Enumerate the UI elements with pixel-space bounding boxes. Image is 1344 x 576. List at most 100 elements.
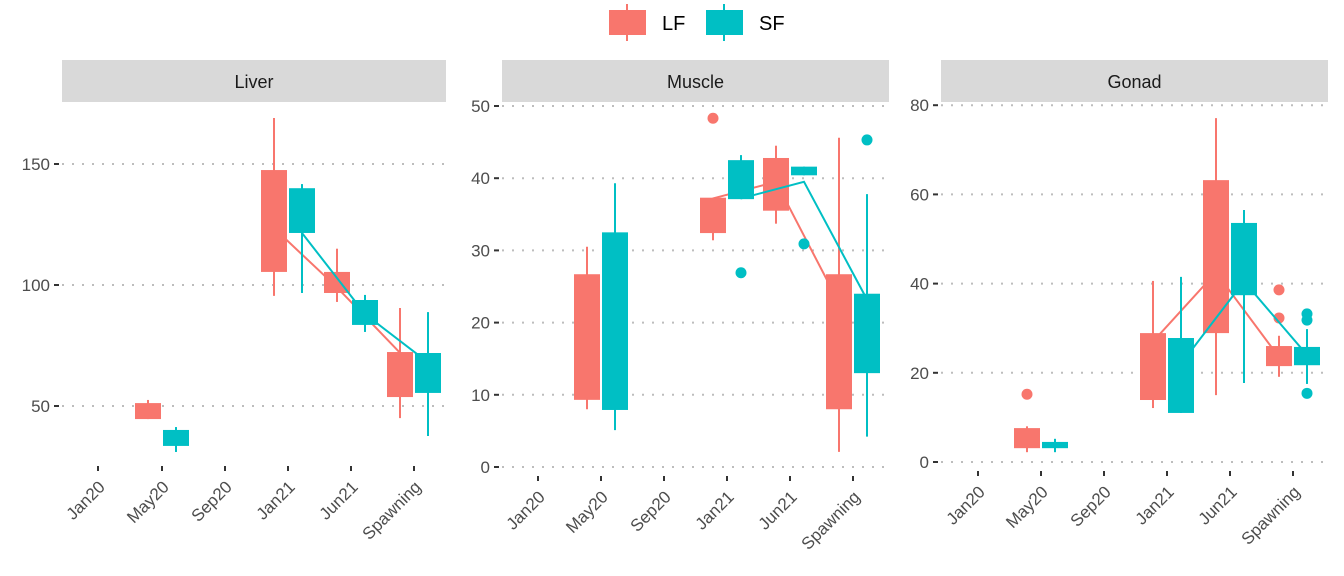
outlier-point: [1273, 312, 1285, 324]
box-jun21: [324, 248, 350, 302]
series-sf: [1042, 210, 1320, 453]
facet-strip: [941, 60, 1328, 102]
x-tick-label: Jun21: [1195, 482, 1241, 528]
box-body: [574, 274, 600, 400]
y-tick-label: 50: [471, 97, 490, 116]
x-tick-label: Spawning: [798, 487, 864, 553]
box-body: [854, 293, 880, 374]
y-tick-label: 40: [910, 275, 929, 294]
box-spawning: [1294, 308, 1320, 399]
y-tick-label: 60: [910, 185, 929, 204]
box-may20: [574, 246, 600, 410]
y-tick-label: 50: [31, 397, 50, 416]
box-body: [728, 160, 754, 200]
x-tick-label: Jan20: [63, 477, 109, 523]
box-body: [352, 300, 378, 325]
box-body: [415, 353, 441, 393]
x-tick-label: Jan21: [692, 487, 738, 533]
box-spawning: [826, 137, 852, 452]
legend-key-box: [609, 10, 646, 35]
outlier-point: [707, 112, 719, 124]
x-tick-label: Jun21: [755, 487, 801, 533]
box-jan21: [289, 184, 315, 293]
box-body: [602, 232, 628, 410]
x-tick-label: Jun21: [316, 477, 362, 523]
outlier-point: [735, 267, 747, 279]
facet-strip-label: Gonad: [1107, 72, 1161, 92]
facet-strip: [502, 60, 889, 102]
series-sf: [163, 184, 441, 452]
box-may20: [163, 427, 189, 452]
outlier-point: [1021, 388, 1033, 400]
series-lf: [574, 112, 852, 452]
box-body: [289, 188, 315, 233]
x-tick-label: Sep20: [188, 477, 236, 525]
y-tick-label: 150: [22, 155, 50, 174]
box-body: [1266, 346, 1292, 367]
box-body: [763, 157, 789, 211]
box-body: [1294, 346, 1320, 366]
y-tick-label: 20: [471, 314, 490, 333]
outlier-point: [1273, 284, 1285, 296]
legend-key-box: [706, 10, 743, 35]
box-jun21: [1231, 210, 1257, 384]
x-tick-label: May20: [562, 487, 612, 537]
box-spawning: [854, 134, 880, 437]
x-tick-label: May20: [123, 477, 173, 527]
box-jun21: [763, 145, 789, 224]
panel-liver: Liver 50 100 150 Jan20 May20 Sep20 Jan21 Jun21Sp…: [22, 60, 446, 544]
y-tick-label: 20: [910, 364, 929, 383]
outlier-point: [1301, 387, 1313, 399]
panel-muscle: Muscle 0 10 20 30 40 50 Jan20 May20 Sep20 Jan21 Jun…: [471, 60, 889, 554]
x-tick-label: Jan21: [253, 477, 299, 523]
box-spawning: [415, 312, 441, 437]
y-tick-label: 0: [920, 453, 929, 472]
box-jan21: [1168, 276, 1194, 413]
outlier-point: [861, 134, 873, 146]
y-tick-label: 80: [910, 96, 929, 115]
x-tick-label: Spawning: [1238, 482, 1304, 548]
box-body: [163, 429, 189, 446]
series-lf: [135, 118, 413, 420]
facet-strip: [62, 60, 446, 102]
trend-line: [740, 180, 868, 300]
x-tick-label: Spawning: [359, 477, 425, 543]
x-tick-label: Jan20: [943, 482, 989, 528]
x-tick-label: Sep20: [1067, 482, 1115, 530]
y-tick-label: 0: [481, 458, 490, 477]
box-body: [135, 403, 161, 420]
box-may20: [135, 399, 161, 420]
box-body: [1014, 428, 1040, 449]
box-jun21: [791, 166, 817, 250]
legend-item-sf: SF: [706, 4, 785, 41]
box-jun21: [1203, 118, 1229, 396]
box-jan21: [1140, 280, 1166, 409]
x-tick-label: Jan21: [1132, 482, 1178, 528]
box-body: [1042, 441, 1068, 449]
y-tick-label: 10: [471, 386, 490, 405]
box-jan21: [261, 118, 287, 296]
box-body: [1231, 222, 1257, 296]
box-body: [261, 170, 287, 272]
x-tick-label: Sep20: [627, 487, 675, 535]
legend-label: SF: [759, 13, 785, 35]
series-sf: [602, 134, 880, 437]
x-tick-label: Jan20: [503, 487, 549, 533]
box-body: [1168, 338, 1194, 413]
y-tick-label: 30: [471, 241, 490, 260]
box-body: [826, 274, 852, 410]
box-body: [1140, 333, 1166, 401]
box-spawning: [387, 307, 413, 419]
box-may20: [602, 183, 628, 431]
panel-gonad: Gonad 0 20 40 60 80 Jan20 May20 Sep20 Jan21 Jun21S…: [910, 60, 1328, 549]
box-spawning: [1266, 284, 1292, 377]
box-jan21: [728, 155, 754, 279]
y-tick-label: 40: [471, 169, 490, 188]
outlier-point: [798, 238, 810, 250]
legend-label: LF: [662, 13, 685, 35]
box-body: [387, 352, 413, 398]
box-body: [791, 166, 817, 176]
box-may20: [1042, 438, 1068, 453]
